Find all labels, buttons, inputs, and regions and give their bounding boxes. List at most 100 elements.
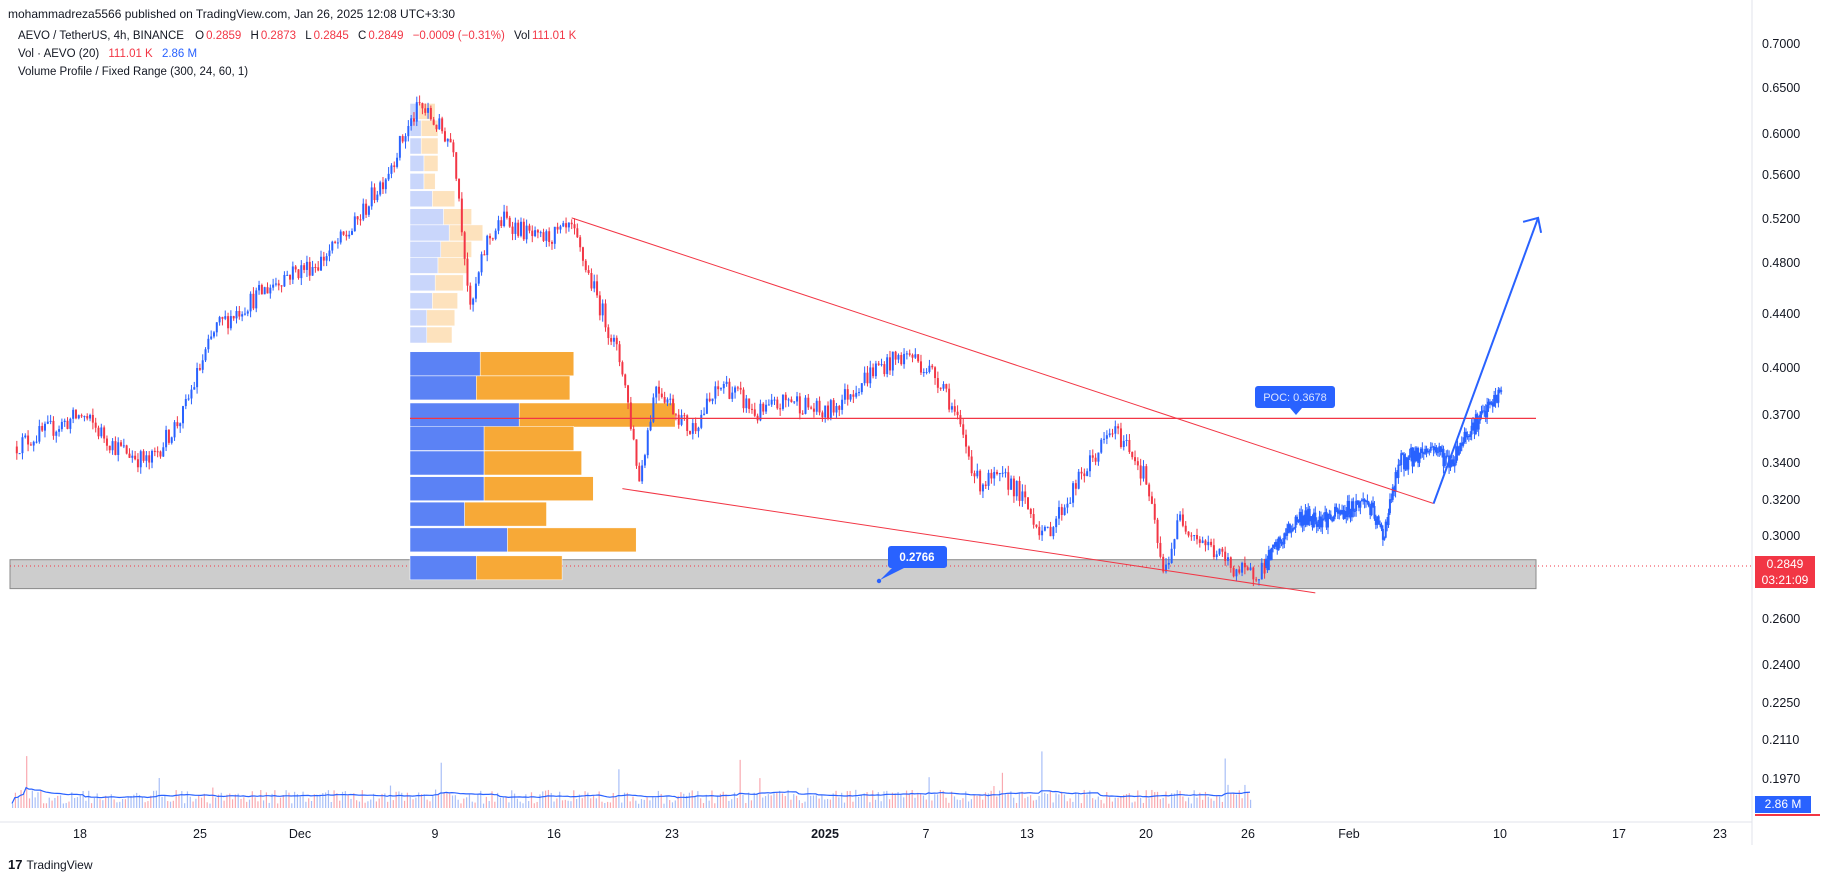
candle bbox=[621, 362, 624, 375]
candle bbox=[1134, 457, 1137, 462]
price-tick-label: 0.3700 bbox=[1762, 408, 1800, 422]
volume-bar bbox=[1089, 790, 1091, 808]
volume-bar bbox=[133, 794, 135, 808]
candle bbox=[641, 465, 644, 482]
candle bbox=[1091, 455, 1094, 458]
projection-bar bbox=[1365, 500, 1367, 502]
candles-layer bbox=[15, 95, 1503, 587]
footer-brand[interactable]: 17 TradingView bbox=[8, 857, 93, 872]
volume-bar bbox=[660, 793, 662, 808]
volume-bar bbox=[1117, 797, 1119, 808]
volume-bar bbox=[1097, 796, 1099, 808]
candle bbox=[950, 406, 953, 410]
candle bbox=[765, 404, 768, 412]
candle bbox=[21, 437, 24, 454]
candle bbox=[1221, 548, 1224, 552]
volume-bar bbox=[37, 792, 39, 808]
volume-bar bbox=[398, 791, 400, 808]
volume-bar bbox=[203, 793, 205, 808]
volume-bar bbox=[147, 801, 149, 808]
volume-bar bbox=[497, 792, 499, 808]
candle bbox=[615, 337, 618, 345]
candle bbox=[1010, 478, 1013, 490]
candle bbox=[100, 427, 103, 437]
volume-profile-down-bar bbox=[420, 120, 439, 137]
volume-legend[interactable]: Vol · AEVO (20) 111.01 K 2.86 M bbox=[18, 48, 199, 60]
volume-bar bbox=[463, 798, 465, 808]
volume-bar bbox=[748, 792, 750, 808]
volume-bar bbox=[889, 799, 891, 808]
candle bbox=[618, 344, 621, 363]
volume-profile-legend[interactable]: Volume Profile / Fixed Range (300, 24, 6… bbox=[18, 66, 250, 78]
candle bbox=[410, 118, 413, 127]
volume-bar bbox=[753, 792, 755, 808]
candle bbox=[548, 231, 551, 243]
projection-bar bbox=[1498, 389, 1501, 392]
candle bbox=[86, 416, 89, 419]
candle bbox=[52, 420, 55, 436]
candle bbox=[243, 313, 246, 315]
volume-bar bbox=[869, 802, 871, 808]
volume-bar bbox=[353, 793, 355, 808]
candle bbox=[903, 353, 906, 365]
candle bbox=[443, 131, 446, 142]
candle bbox=[1111, 433, 1114, 435]
projection-bar bbox=[1390, 499, 1393, 501]
volume-bar bbox=[155, 790, 158, 808]
projection-bar bbox=[1434, 447, 1437, 451]
volume-profile-down-bar bbox=[476, 555, 563, 581]
volume-bar bbox=[999, 790, 1001, 808]
candle bbox=[1176, 520, 1179, 540]
projection-bar bbox=[1488, 401, 1491, 405]
candle bbox=[725, 381, 728, 384]
candle bbox=[1083, 473, 1086, 477]
volume-bar bbox=[790, 799, 792, 808]
volume-bar bbox=[93, 797, 95, 808]
candle bbox=[658, 386, 661, 394]
projection-bar bbox=[1281, 543, 1284, 545]
projection-bar bbox=[1384, 521, 1387, 538]
candle bbox=[1257, 579, 1260, 581]
projection-bar bbox=[1473, 422, 1476, 435]
projection-bar bbox=[1438, 446, 1441, 453]
volume-bar bbox=[852, 801, 854, 808]
volume-bar bbox=[1108, 797, 1111, 808]
projection-bar bbox=[1265, 558, 1268, 566]
projection-bar bbox=[1301, 515, 1304, 526]
candle bbox=[359, 219, 362, 221]
volume-profile-up-bar bbox=[409, 476, 485, 501]
volume-bar bbox=[257, 801, 259, 808]
projection-bar bbox=[1366, 500, 1369, 503]
volume-bar bbox=[71, 792, 73, 808]
volume-bar bbox=[189, 796, 191, 808]
symbol-legend[interactable]: AEVO / TetherUS, 4h, BINANCE O 0.2859 H 0.… bbox=[18, 30, 578, 42]
volume-bar bbox=[48, 797, 50, 808]
projection-bar bbox=[1270, 547, 1273, 561]
candle bbox=[959, 415, 962, 425]
volume-bar bbox=[894, 793, 896, 808]
volume-bar bbox=[570, 801, 572, 808]
volume-bar bbox=[302, 791, 304, 808]
projection-bar bbox=[1310, 516, 1313, 522]
legend-vol-label: Vol bbox=[514, 30, 530, 42]
candle bbox=[145, 455, 148, 461]
volume-bar bbox=[626, 792, 628, 808]
projection-bar bbox=[1474, 414, 1477, 435]
candle bbox=[238, 310, 241, 317]
candle bbox=[159, 451, 162, 457]
volume-bar bbox=[559, 791, 561, 808]
candle bbox=[139, 451, 142, 468]
candle bbox=[700, 414, 703, 428]
projection-bar bbox=[1315, 521, 1318, 527]
volume-bar bbox=[635, 800, 637, 808]
candle bbox=[604, 303, 607, 328]
volume-bar bbox=[1224, 758, 1226, 808]
volume-bar bbox=[604, 802, 606, 808]
projection-bar bbox=[1311, 516, 1314, 528]
legend-high: 0.2873 bbox=[260, 30, 297, 42]
candle bbox=[103, 427, 106, 439]
candle bbox=[646, 430, 649, 456]
candle bbox=[286, 274, 289, 276]
candle bbox=[432, 119, 435, 125]
